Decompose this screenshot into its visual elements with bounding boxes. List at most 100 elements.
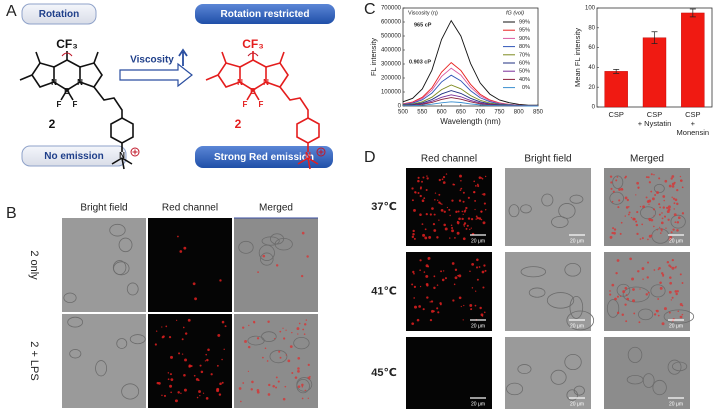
signal	[661, 272, 664, 275]
signal	[424, 228, 427, 231]
signal	[305, 319, 308, 321]
signal	[637, 270, 640, 273]
signal	[470, 217, 474, 221]
y-tick-label: 400000	[381, 48, 402, 54]
signal	[177, 391, 180, 394]
micrograph	[505, 252, 595, 331]
signal	[658, 213, 661, 216]
cell	[667, 359, 682, 375]
micrograph	[148, 314, 232, 408]
signal	[284, 385, 287, 388]
signal	[301, 385, 304, 388]
cell	[612, 175, 624, 189]
signal	[649, 219, 651, 222]
signal	[621, 313, 625, 317]
signal	[438, 193, 441, 196]
row-label: 41℃	[371, 285, 397, 297]
signal	[457, 210, 460, 213]
signal	[264, 347, 267, 350]
signal	[475, 266, 479, 269]
signal	[455, 210, 458, 214]
signal	[630, 217, 633, 219]
signal	[615, 272, 618, 275]
signal	[659, 232, 662, 234]
signal	[205, 397, 209, 400]
signal	[614, 297, 617, 301]
cell	[627, 346, 643, 363]
signal	[639, 206, 642, 208]
cell	[550, 369, 567, 385]
column-header: Red channel	[421, 154, 477, 165]
cell	[606, 299, 620, 318]
signal	[463, 210, 466, 213]
signal	[645, 293, 649, 296]
column-header: Red channel	[162, 203, 218, 214]
signal	[620, 221, 623, 224]
signal	[633, 312, 636, 315]
signal	[458, 217, 461, 221]
signal	[240, 400, 242, 403]
signal	[411, 235, 415, 239]
badge	[21, 3, 97, 25]
signal	[484, 175, 487, 178]
signal	[646, 276, 649, 279]
image	[505, 252, 591, 331]
signal	[670, 177, 673, 180]
signal	[656, 191, 660, 194]
cell	[663, 309, 695, 324]
legend-label: 60%	[519, 60, 530, 66]
signal	[482, 286, 485, 289]
cell	[274, 237, 293, 251]
signal	[452, 299, 455, 302]
signal	[419, 194, 422, 198]
panel-label: B	[6, 205, 17, 222]
signal	[627, 213, 630, 216]
signal	[242, 382, 245, 384]
signal	[417, 179, 420, 183]
signal	[624, 176, 627, 179]
signal	[297, 370, 300, 373]
signal	[238, 387, 242, 390]
signal	[427, 258, 430, 260]
signal	[672, 197, 676, 200]
signal	[675, 221, 677, 223]
signal	[473, 190, 476, 194]
signal	[656, 309, 659, 313]
signal	[218, 393, 222, 396]
signal	[429, 301, 431, 303]
cell	[626, 374, 644, 385]
arrow-label: Viscosity	[130, 55, 174, 66]
signal	[301, 383, 304, 387]
cell	[573, 385, 585, 396]
signal	[666, 260, 670, 264]
cell	[564, 262, 582, 277]
signal	[624, 286, 628, 290]
signal	[424, 236, 428, 240]
signal	[282, 397, 286, 401]
cell	[126, 282, 139, 296]
signal	[306, 255, 309, 258]
signal	[297, 367, 300, 370]
signal	[475, 218, 477, 220]
signal	[475, 290, 477, 292]
cell	[551, 216, 569, 228]
atom-label: F	[73, 100, 78, 109]
image	[148, 314, 232, 408]
signal	[635, 220, 638, 223]
signal	[163, 394, 167, 397]
signal	[669, 276, 672, 279]
x-tick-label: CSP + Nystatin	[637, 110, 672, 128]
signal	[445, 173, 448, 175]
signal	[419, 285, 422, 288]
signal	[303, 333, 306, 335]
cell	[517, 364, 532, 375]
signal	[426, 177, 429, 180]
signal	[647, 238, 649, 241]
signal	[414, 305, 418, 309]
signal	[438, 178, 441, 182]
cell	[69, 349, 82, 359]
signal	[444, 227, 448, 231]
signal	[612, 227, 615, 230]
signal	[625, 206, 629, 209]
y-tick-label: 100	[585, 6, 596, 12]
